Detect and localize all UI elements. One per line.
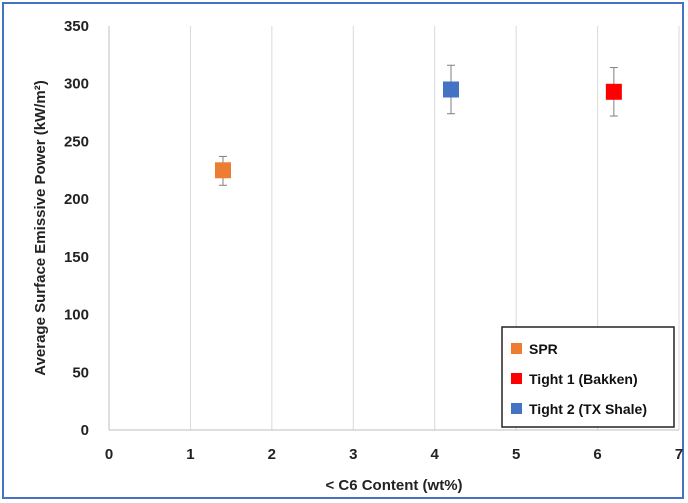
legend-item-1: Tight 1 (Bakken) [511,371,638,387]
x-tick-label-0: 0 [105,446,113,463]
point-1-0 [605,67,622,117]
y-tick-label-2: 100 [64,307,89,324]
x-tick-label-6: 6 [593,446,601,463]
legend-item-2: Tight 2 (TX Shale) [511,401,647,417]
legend-swatch [511,343,522,354]
marker-square [215,162,231,179]
legend-label: Tight 2 (TX Shale) [529,401,647,417]
x-tick-label-7: 7 [675,446,683,463]
x-axis-title: < C6 Content (wt%) [325,477,462,494]
y-tick-label-0: 0 [81,422,89,439]
legend-item-0: SPR [511,341,558,357]
y-tick-label-3: 150 [64,249,89,266]
y-axis-title: Average Surface Emissive Power (kW/m²) [32,80,49,375]
marker-square [605,83,622,100]
point-2-0 [443,64,459,115]
legend-swatch [511,373,522,384]
legend-label: SPR [529,341,558,357]
legend-swatch [511,403,522,414]
x-tick-label-4: 4 [431,446,440,463]
point-0-0 [215,155,231,186]
y-tick-label-7: 350 [64,18,89,35]
legend: SPR Tight 1 (Bakken) Tight 2 (TX Shale) [501,326,675,428]
y-tick-label-4: 200 [64,191,89,208]
axes [108,26,679,431]
x-tick-label-1: 1 [186,446,194,463]
data-points [215,64,622,186]
legend-box [501,326,675,428]
marker-square [443,81,459,98]
x-tick-label-5: 5 [512,446,520,463]
x-tick-label-3: 3 [349,446,357,463]
y-tick-label-1: 50 [72,364,89,381]
legend-label: Tight 1 (Bakken) [529,371,638,387]
y-tick-label-6: 300 [64,76,89,93]
x-tick-label-2: 2 [268,446,276,463]
tick-labels: 0 1 2 3 4 5 6 7 0 50 100 150 200 250 300 350 [64,18,683,463]
y-tick-label-5: 250 [64,133,89,150]
